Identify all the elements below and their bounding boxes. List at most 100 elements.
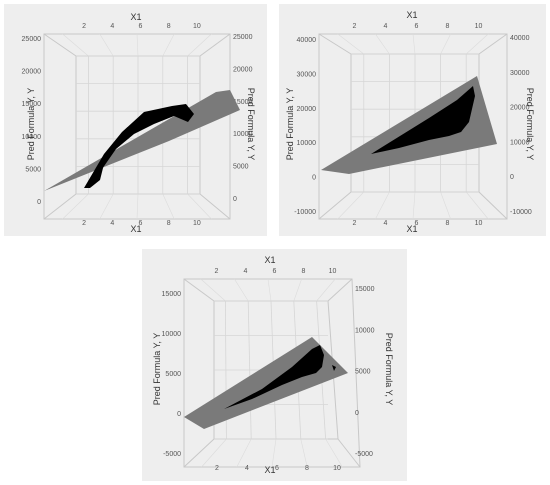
x-axis-title-top: X1 [130,12,141,22]
y-tick-label-left: 10000 [297,140,317,147]
x-tick-label-bottom: 10 [193,220,201,227]
y-tick-label-right: 5000 [233,164,249,171]
x-tick-label-top: 2 [215,268,219,275]
x-gridline-top [293,278,302,302]
x-tick-label-bottom: 10 [333,465,341,472]
y-axis-title-right: Pred Formula Y, Y [525,88,535,161]
x-gridline-top [162,33,175,57]
x-axis-title-top: X1 [264,255,275,265]
y-axis-title-left: Pred Formula Y, Y [26,88,36,161]
y-tick-label-left: 30000 [297,71,317,78]
x-tick-label-top: 4 [384,23,388,30]
plot-box-edge [183,438,215,468]
y-axis-title-right: Pred Formula Y, Y [384,333,394,406]
x-gridline-top [234,278,249,302]
y-tick-label-left: 0 [312,175,316,182]
plot-box-edge [43,33,77,57]
x-tick-label-bottom: 4 [384,220,388,227]
y-tick-label-left: 40000 [297,37,317,44]
x-tick-label-top: 8 [446,23,450,30]
plot-box-edge [199,33,231,57]
x-tick-label-bottom: 8 [305,465,309,472]
x-gridline-top [200,278,226,302]
y-tick-label-left: -5000 [163,451,181,458]
x-tick-label-bottom: 4 [110,220,114,227]
x-gridline-top [412,33,416,55]
y-tick-label-left: 10000 [162,331,182,338]
y-axis-title-left: Pred Formula Y, Y [285,88,295,161]
y-axis-title-left: Pred Formula Y, Y [152,333,162,406]
plot-box-edge [478,191,508,220]
plot-box-edge [43,193,77,220]
x-tick-label-top: 10 [329,268,337,275]
response-surface-spike [332,365,336,371]
x-tick-label-bottom: 6 [139,220,143,227]
y-tick-label-left: 0 [37,199,41,206]
x-tick-label-top: 10 [475,23,483,30]
response-surface-spike [90,164,104,188]
plot-box-edge [199,193,231,220]
x-gridline-bottom [99,193,114,220]
y-tick-label-right: 10000 [510,139,530,146]
y-tick-label-left: -10000 [294,209,316,216]
x-gridline-top [136,33,139,57]
x-gridline-top [62,33,89,57]
panel-b-plot: 2 2 4 4 6 6 8 8 10 10 -10000 -10000 0 0 10000 10000 2000… [285,10,535,234]
x-tick-label-top: 8 [302,268,306,275]
x-tick-label-bottom: 10 [475,220,483,227]
x-tick-label-bottom: 2 [353,220,357,227]
y-tick-label-right: 0 [355,410,359,417]
plot-box-edge [337,438,361,468]
y-tick-label-right: 0 [233,196,237,203]
plot-box-edge [318,33,352,55]
y-tick-label-right: 0 [510,174,514,181]
x-tick-label-top: 2 [82,23,86,30]
y-tick-label-right: 30000 [510,70,530,77]
x-gridline-top [337,33,364,55]
plot-box-edge [318,191,352,220]
x-gridline-bottom [236,438,252,468]
x-gridline-bottom [300,438,308,468]
x-tick-label-top: 2 [353,23,357,30]
x-tick-label-bottom: 8 [446,220,450,227]
plot-box-edge [327,278,353,302]
panel-c: 2 2 4 4 6 6 8 8 10 10 -5000 -5000 0 0 5000 5000 10000 100… [142,249,407,481]
plot-box-edge [183,278,215,302]
x-tick-label-bottom: 4 [245,465,249,472]
x-gridline-bottom [187,193,212,220]
x-gridline-bottom [136,193,139,220]
y-tick-label-right: 10000 [233,131,253,138]
y-tick-label-left: 20000 [22,69,42,76]
x-tick-label-top: 4 [244,268,248,275]
y-tick-label-left: 15000 [162,291,182,298]
x-gridline-top [440,33,451,55]
x-gridline-bottom [325,438,343,468]
x-gridline-bottom [412,191,416,220]
x-gridline-bottom [201,438,227,468]
x-axis-title-top: X1 [406,10,417,20]
y-tick-label-left: 5000 [25,166,41,173]
y-tick-label-right: 5000 [355,369,371,376]
x-axis-title-bottom: X1 [130,224,141,234]
y-tick-label-right: 15000 [233,99,253,106]
x-gridline-top [187,33,212,57]
y-tick-label-right: 20000 [233,66,253,73]
y-tick-label-right: -10000 [510,209,532,216]
x-gridline-bottom [162,193,175,220]
panel-a: 2 2 4 4 6 6 8 8 10 10 0 0 5000 5000 10000 10000 15000 150… [4,4,267,236]
x-tick-label-bottom: 2 [82,220,86,227]
y-tick-label-right: 25000 [233,34,253,41]
x-gridline-bottom [62,193,89,220]
panel-c-plot: 2 2 4 4 6 6 8 8 10 10 -5000 -5000 0 0 5000 5000 10000 100… [152,255,394,475]
x-gridline-top [99,33,114,57]
fitted-plane-surface [321,76,497,174]
response-surface [371,86,475,154]
y-tick-label-left: 15000 [22,101,42,108]
fitted-plane-surface [44,90,240,191]
y-tick-label-right: 10000 [355,327,375,334]
y-tick-label-right: 40000 [510,35,530,42]
x-gridline-top [465,33,489,55]
x-tick-label-bottom: 6 [415,220,419,227]
y-tick-label-left: 5000 [165,371,181,378]
x-tick-label-top: 4 [110,23,114,30]
